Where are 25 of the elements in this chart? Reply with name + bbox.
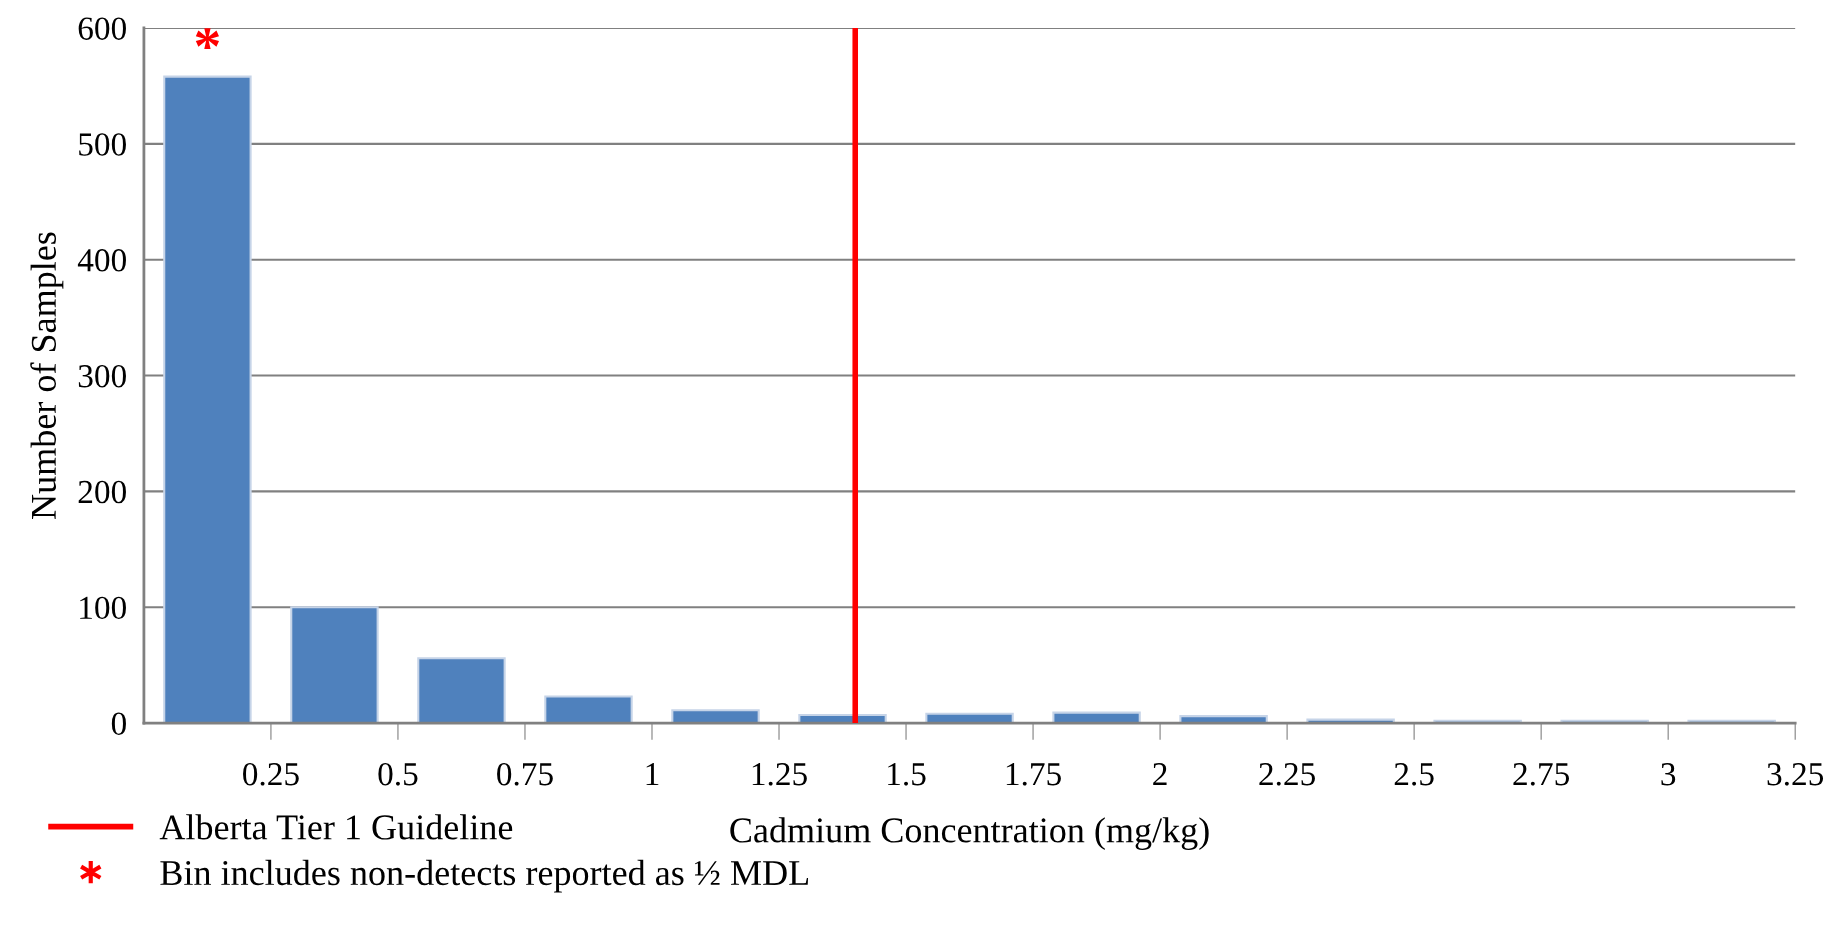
y-tick-label: 400 xyxy=(77,249,126,272)
x-tick-label: 2.5 xyxy=(1394,763,1434,786)
x-tick-label: 1 xyxy=(646,763,659,786)
x-tick-label: 2.75 xyxy=(1513,763,1570,786)
x-tick-label: 0.25 xyxy=(243,762,299,786)
y-tick-label: 300 xyxy=(78,364,126,388)
y-tick-label: 500 xyxy=(79,133,126,156)
x-tick-label: 3 xyxy=(1661,763,1676,786)
y-tick-label: 100 xyxy=(80,596,126,620)
y-tick-label: 0 xyxy=(111,712,126,735)
y-axis-title: Number of Samples xyxy=(30,232,64,519)
x-tick-label: 0.75 xyxy=(497,762,553,786)
x-tick-label: 3.25 xyxy=(1767,763,1824,786)
text: Bin includes non-detects reported as ½ MDL xyxy=(160,859,809,893)
x-tick-label: 1.5 xyxy=(888,763,926,786)
x-tick-label: 0.5 xyxy=(378,762,418,786)
x-tick-label: 1.75 xyxy=(1006,763,1061,786)
x-axis-title: Cadmium Concentration (mg/kg) xyxy=(730,817,1209,851)
legend-label: Alberta Tier 1 Guideline xyxy=(159,814,513,840)
x-tick-label: 2.25 xyxy=(1259,763,1315,786)
y-tick-label: 200 xyxy=(78,480,126,504)
x-tick-label: 2 xyxy=(1153,763,1167,786)
y-tick-label: 600 xyxy=(78,17,126,40)
annotation: * xyxy=(195,28,219,50)
x-tick-label: 1.25 xyxy=(752,763,807,786)
